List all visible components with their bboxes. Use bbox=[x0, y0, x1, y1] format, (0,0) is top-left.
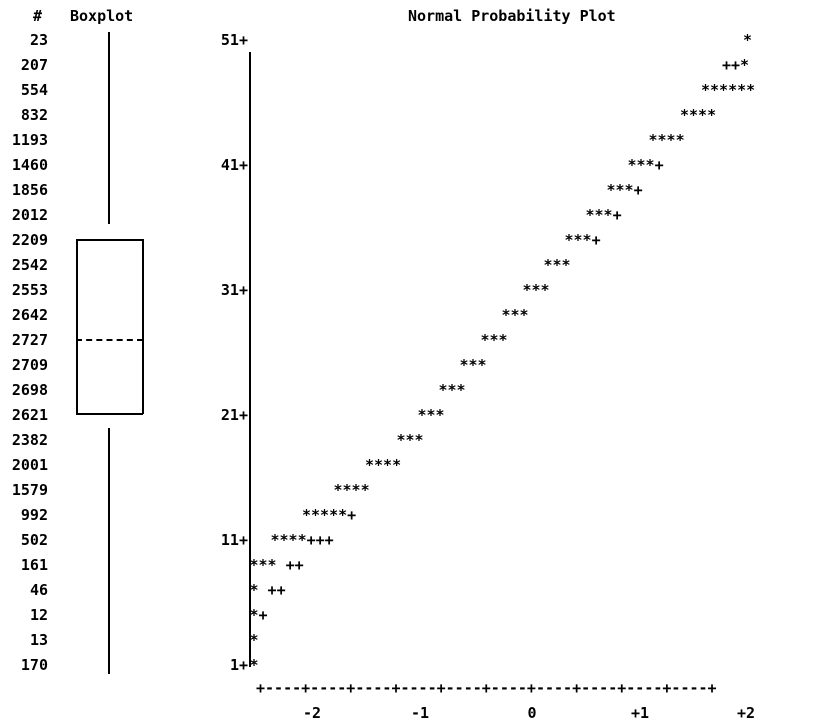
x-tick-label: -1 bbox=[410, 704, 430, 722]
count-value: 13 bbox=[29, 631, 48, 649]
plot-point-row: *** bbox=[417, 406, 445, 424]
plot-point-row: *** bbox=[438, 381, 466, 399]
plot-point-row: **** bbox=[648, 131, 685, 149]
plot-point-row: * ++ bbox=[249, 581, 286, 599]
plot-point-row: ***+ bbox=[585, 206, 622, 224]
box-right bbox=[142, 239, 144, 414]
count-value: 23 bbox=[29, 31, 48, 49]
x-tick-label: -2 bbox=[302, 704, 322, 722]
plot-point-row: *** bbox=[522, 281, 550, 299]
boxplot-title: Boxplot bbox=[70, 7, 134, 25]
count-value: 2727 bbox=[11, 331, 48, 349]
count-value: 12 bbox=[29, 606, 48, 624]
count-value: 2698 bbox=[11, 381, 48, 399]
plot-point-row: **** bbox=[365, 456, 402, 474]
plot-point-row: **** bbox=[680, 106, 717, 124]
count-value: 1193 bbox=[11, 131, 48, 149]
x-tick-label: +1 bbox=[630, 704, 650, 722]
box-bottom bbox=[76, 413, 143, 415]
count-value: 992 bbox=[20, 506, 48, 524]
count-value: 1856 bbox=[11, 181, 48, 199]
count-value: 1579 bbox=[11, 481, 48, 499]
upper-whisker bbox=[108, 32, 110, 224]
x-tick-label: +2 bbox=[736, 704, 756, 722]
count-value: 2012 bbox=[11, 206, 48, 224]
count-value: 2642 bbox=[11, 306, 48, 324]
plot-point-row: *** bbox=[459, 356, 487, 374]
y-axis-line bbox=[249, 52, 251, 667]
y-tick-label: 21+ bbox=[220, 406, 248, 424]
plot-point-row: * bbox=[249, 656, 259, 674]
plot-point-row: *** bbox=[396, 431, 424, 449]
plot-point-row: **** bbox=[333, 481, 370, 499]
plot-point-row: ++* bbox=[722, 56, 750, 74]
count-value: 554 bbox=[20, 81, 48, 99]
count-value: 2542 bbox=[11, 256, 48, 274]
count-value: 46 bbox=[29, 581, 48, 599]
box-left bbox=[76, 239, 78, 414]
count-value: 502 bbox=[20, 531, 48, 549]
box-median bbox=[76, 339, 143, 341]
plot-point-row: * bbox=[249, 631, 259, 649]
plot-point-row: ***+ bbox=[606, 181, 643, 199]
plot-point-row: ****+++ bbox=[270, 531, 334, 549]
count-value: 1460 bbox=[11, 156, 48, 174]
y-tick-label: 31+ bbox=[220, 281, 248, 299]
y-tick-label: 11+ bbox=[220, 531, 248, 549]
count-value: 2209 bbox=[11, 231, 48, 249]
plot-point-row: * bbox=[743, 31, 753, 49]
plot-point-row: *** bbox=[543, 256, 571, 274]
plot-point-row: ****** bbox=[701, 81, 756, 99]
count-value: 2001 bbox=[11, 456, 48, 474]
y-tick-label: 1+ bbox=[229, 656, 248, 674]
y-tick-label: 41+ bbox=[220, 156, 248, 174]
plot-point-row: *****+ bbox=[302, 506, 357, 524]
plot-point-row: *** bbox=[501, 306, 529, 324]
plot-point-row: *** bbox=[480, 331, 508, 349]
box-top bbox=[76, 239, 143, 241]
plot-point-row: ***+ bbox=[564, 231, 601, 249]
count-value: 207 bbox=[20, 56, 48, 74]
count-value: 2382 bbox=[11, 431, 48, 449]
count-value: 2621 bbox=[11, 406, 48, 424]
plot-point-row: *** ++ bbox=[249, 556, 304, 574]
plot-title: Normal Probability Plot bbox=[408, 7, 616, 25]
x-axis-line: +----+----+----+----+----+----+----+----… bbox=[256, 679, 717, 697]
y-tick-label: 51+ bbox=[220, 31, 248, 49]
x-tick-label: 0 bbox=[527, 704, 537, 722]
count-value: 2709 bbox=[11, 356, 48, 374]
count-value: 161 bbox=[20, 556, 48, 574]
count-value: 170 bbox=[20, 656, 48, 674]
lower-whisker bbox=[108, 428, 110, 674]
plot-point-row: *+ bbox=[249, 606, 268, 624]
count-header: # bbox=[33, 7, 43, 25]
count-value: 832 bbox=[20, 106, 48, 124]
plot-point-row: ***+ bbox=[627, 156, 664, 174]
count-value: 2553 bbox=[11, 281, 48, 299]
